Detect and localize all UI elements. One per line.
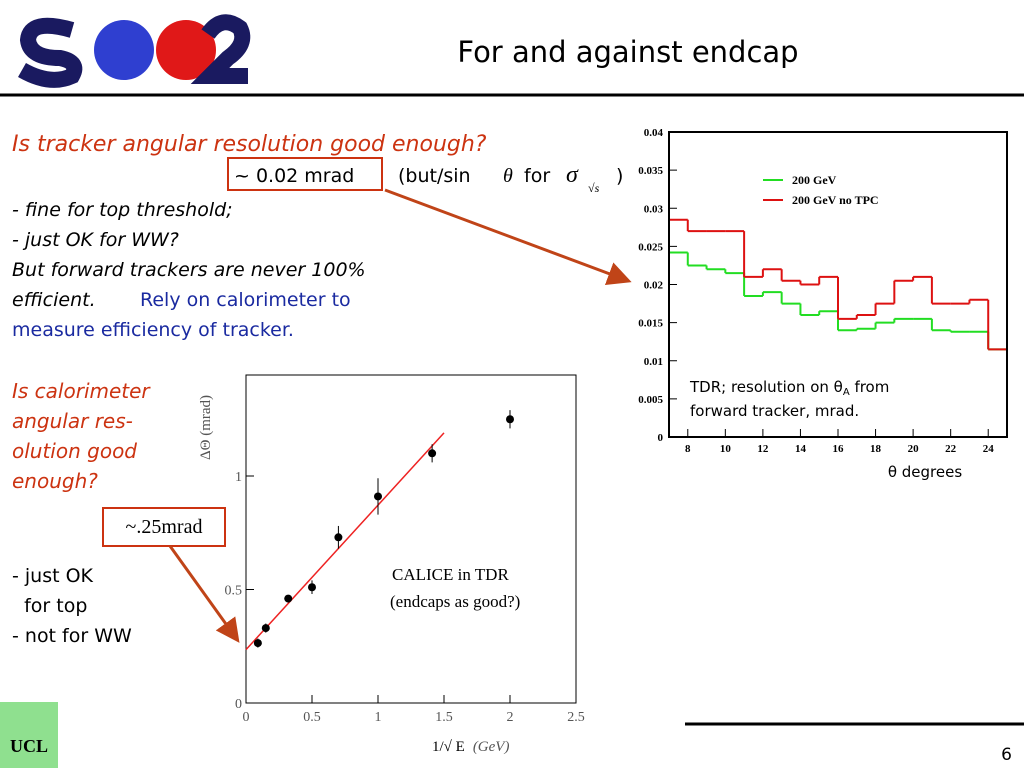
x-tick-label: 14: [795, 443, 807, 455]
y-tick-label: 0.5: [225, 584, 243, 599]
y-tick-label: 0.04: [644, 127, 664, 139]
question: olution good: [12, 439, 137, 463]
note: σ: [566, 162, 579, 188]
data-point: [261, 624, 270, 633]
bullet: Rely on calorimeter to: [140, 289, 351, 311]
data-point: [506, 415, 514, 424]
data-point: [308, 583, 316, 592]
callout: ~ 0.02 mrad: [234, 165, 354, 187]
arrow: [168, 545, 240, 643]
y-tick-label: 0.005: [638, 394, 663, 406]
bullet: for top: [12, 595, 87, 617]
x-tick-label: 10: [720, 443, 732, 455]
x-axis-label-part: (GeV): [473, 739, 510, 755]
bullet: - fine for top threshold;: [12, 199, 233, 221]
plot-frame: [668, 131, 1008, 438]
x-tick-label: 8: [685, 443, 691, 455]
x-axis-label: θ degrees: [888, 463, 963, 481]
annotation: CALICE in TDR: [392, 565, 509, 584]
x-tick-label: 2: [507, 710, 514, 725]
logo-shape: [18, 17, 83, 88]
y-tick-label: 0.03: [644, 203, 664, 215]
slide-title: For and against endcap: [457, 35, 798, 69]
plot-frame: [245, 374, 577, 704]
y-tick-label: 0.02: [644, 280, 664, 292]
callout-box: [102, 507, 226, 547]
page-number: 6: [1001, 745, 1012, 765]
x-tick-label: 1: [375, 710, 382, 725]
annotation: TDR; resolution on θA from: [689, 378, 889, 398]
x-tick-label: 20: [908, 443, 920, 455]
question: enough?: [12, 469, 98, 493]
x-tick-label: 0: [243, 710, 250, 725]
data-point: [284, 594, 293, 603]
y-tick-label: 0.025: [638, 241, 663, 253]
y-tick-label: 1: [235, 470, 242, 485]
x-tick-label: 0.5: [303, 710, 321, 725]
note: θ: [503, 165, 513, 187]
data-point: [253, 639, 262, 648]
y-tick-label: 0: [658, 432, 664, 444]
logo-shape: [190, 14, 251, 84]
y-axis-label: ΔΘ (mrad): [198, 395, 214, 460]
y-tick-label: 0: [235, 697, 242, 712]
data-point: [334, 533, 343, 542]
annotation-part: A: [843, 387, 850, 398]
x-tick-label: 24: [983, 443, 995, 455]
annotation: forward tracker, mrad.: [690, 402, 859, 420]
bullet: - just OK: [12, 565, 94, 587]
bullet: measure efficiency of tracker.: [12, 319, 294, 341]
bullet: But forward trackers are never 100%: [12, 259, 366, 281]
y-tick-label: 0.015: [638, 318, 663, 330]
x-tick-label: 2.5: [567, 710, 585, 725]
histogram-chart: 0 0.005 0.01 0.015 0.02 0.025 0.03 0.035 0.04 8 10…: [638, 127, 1008, 481]
annotation: (endcaps as good?): [390, 592, 520, 611]
y-tick-label: 0.01: [644, 356, 663, 368]
bullet: - not for WW: [12, 625, 132, 647]
ucl-logo-text: UCL: [10, 736, 48, 756]
question: angular res-: [12, 409, 133, 433]
data-point: [428, 449, 437, 458]
logo-shape: [94, 20, 154, 80]
arrow: [384, 188, 632, 285]
note: √s: [588, 181, 600, 195]
fit-line: [245, 432, 445, 651]
legend-label: 200 GeV no TPC: [792, 193, 879, 207]
annotation-part: from: [850, 378, 890, 396]
ucl-logo: [0, 702, 58, 768]
x-axis-label-part: 1/√ E: [432, 739, 465, 755]
callout: ~.25mrad: [126, 516, 203, 538]
data-point: [374, 492, 382, 501]
question: Is calorimeter: [12, 379, 151, 403]
annotation-part: TDR; resolution on θ: [689, 378, 843, 396]
bullet: efficient.: [12, 289, 96, 311]
x-tick-label: 22: [945, 443, 957, 455]
question: Is tracker angular resolution good enoug…: [12, 132, 487, 157]
bullet: - just OK for WW?: [12, 229, 179, 251]
note: for: [524, 165, 550, 187]
note: ): [616, 165, 623, 187]
y-tick-label: 0.035: [638, 165, 663, 177]
x-tick-label: 18: [870, 443, 882, 455]
logo: [18, 14, 251, 88]
x-axis-label: 1/√ E (GeV): [432, 739, 509, 755]
scatter-chart: 0 0.5 1 0 0.5 1 1.5 2 2.5 1/√ E (GeV) ΔΘ (mrad) CALI…: [198, 374, 585, 755]
x-tick-label: 16: [833, 443, 845, 455]
x-tick-label: 12: [757, 443, 769, 455]
logo-shape: [156, 20, 216, 80]
callout-box: [227, 157, 383, 191]
note: (but/sin: [398, 165, 471, 187]
x-tick-label: 1.5: [435, 710, 453, 725]
legend-label: 200 GeV: [792, 173, 837, 187]
